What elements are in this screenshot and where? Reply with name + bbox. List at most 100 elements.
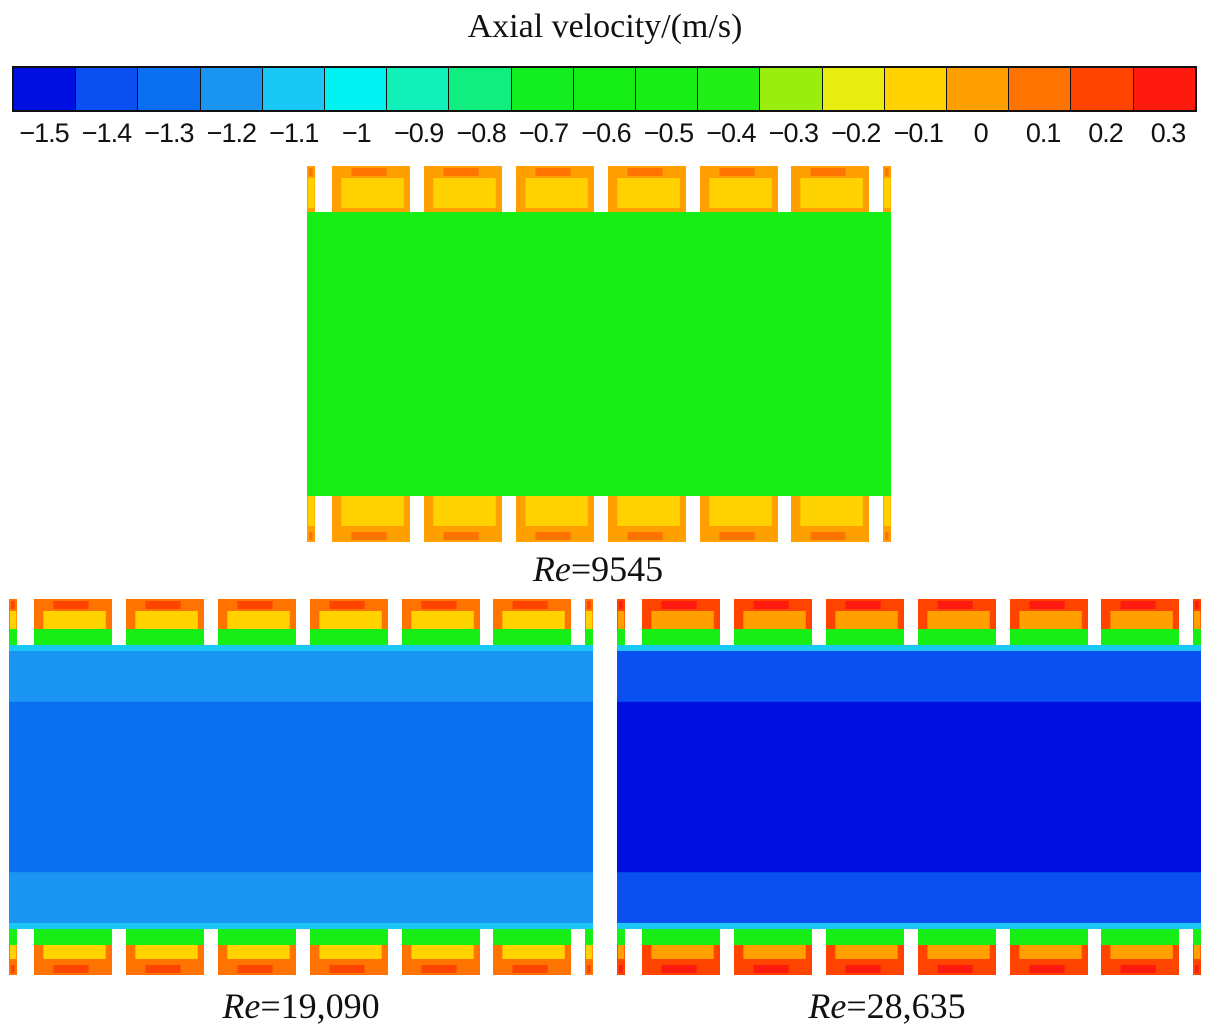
cavity-core (237, 601, 273, 609)
cavity-core (719, 168, 755, 176)
cavity-core (845, 601, 881, 609)
colorbar-swatch (760, 68, 823, 110)
cavity (218, 599, 296, 645)
cavity-core (329, 601, 365, 609)
cavity (424, 496, 502, 542)
cavity-layer (525, 178, 588, 208)
cavity (734, 599, 812, 645)
colorbar-tick-label: −1.4 (81, 118, 132, 148)
cavity-shear-layer (310, 629, 388, 645)
cavity-layer (307, 178, 315, 208)
colorbar-tick-label: 0 (973, 118, 989, 148)
cavity-shear-layer (734, 629, 812, 645)
cavity (424, 166, 502, 212)
cavity (493, 599, 571, 645)
cavity-shear-layer (585, 629, 593, 645)
colorbar-tick-label: −1 (341, 118, 372, 148)
cavity (1010, 599, 1088, 645)
cavity-layer (1193, 611, 1201, 641)
cavity-core (351, 532, 387, 540)
colorbar-tick-label: −0.5 (643, 118, 694, 148)
colorbar-tick-label: −0.3 (768, 118, 819, 148)
cavity (9, 929, 17, 975)
cavity-core (309, 532, 313, 540)
re-symbol: Re (808, 986, 847, 1026)
cavity (1101, 929, 1179, 975)
cavity-core (1120, 965, 1156, 973)
cavity (126, 929, 204, 975)
cavity-shear-layer (402, 629, 480, 645)
cavity-core (627, 532, 663, 540)
cavity-shear-layer (493, 929, 571, 945)
colorbar-tick-label: −0.8 (456, 118, 506, 148)
cavity-core (11, 601, 15, 609)
cavity-core (443, 168, 479, 176)
colorbar-tick-label: −1.3 (144, 118, 194, 148)
cavity-shear-layer (310, 929, 388, 945)
cavity-core (619, 601, 623, 609)
cavity-layer (433, 178, 496, 208)
re-value: =28,635 (846, 986, 966, 1026)
cavity (918, 599, 996, 645)
cavity-layer (307, 496, 315, 526)
cavity-core (753, 965, 789, 973)
colorbar-tick-label: −0.7 (518, 118, 569, 148)
re-symbol: Re (532, 549, 571, 589)
colorbar-tick-label: 0.1 (1025, 118, 1062, 148)
channel-band-top (617, 645, 1201, 702)
cavity-shear-layer (734, 929, 812, 945)
cavity-core (661, 601, 697, 609)
cavity (826, 599, 904, 645)
cavity-shear-layer (218, 629, 296, 645)
cavity-shear-layer (617, 629, 625, 645)
panel-label-re-9545: Re=9545 (533, 548, 663, 590)
colorbar-swatch (325, 68, 388, 110)
channel-edge-top (9, 645, 593, 651)
cavity (34, 599, 112, 645)
channel-band-top (9, 645, 593, 702)
cavity (218, 929, 296, 975)
cavity (918, 929, 996, 975)
cavity (883, 166, 891, 212)
colorbar-swatch (947, 68, 1010, 110)
cavity-core (512, 601, 548, 609)
cavity-core (535, 532, 571, 540)
cavity-shear-layer (34, 629, 112, 645)
colorbar-tick-label: −0.6 (581, 118, 631, 148)
cavity-core (1195, 965, 1199, 973)
cavity-core (1120, 601, 1156, 609)
re-symbol: Re (222, 986, 261, 1026)
cavity-shear-layer (1193, 629, 1201, 645)
cavity-core (937, 601, 973, 609)
cavity-shear-layer (617, 929, 625, 945)
colorbar-swatch (573, 68, 637, 110)
cavity-layer (525, 496, 588, 526)
cavity-core (627, 168, 663, 176)
contour-panel-re-19090 (9, 599, 593, 975)
cavity-shear-layer (918, 929, 996, 945)
cavity-shear-layer (218, 929, 296, 945)
cavity-core (237, 965, 273, 973)
cavity (617, 929, 625, 975)
cavity-core (1195, 601, 1199, 609)
cavity-layer (433, 496, 496, 526)
colorbar-ticks: −1.5 −1.4 −1.3 −1.2 −1.1 −1 −0.9 −0.8 −0.7 −0.6 −0… (0, 118, 1210, 158)
cavity-core (443, 532, 479, 540)
cavity (826, 929, 904, 975)
panel-label-re-28635: Re=28,635 (808, 985, 965, 1027)
cavity (493, 929, 571, 975)
contour-plot (617, 599, 1201, 975)
cavity-core (619, 965, 623, 973)
channel-band-bottom (617, 872, 1201, 929)
colorbar-swatch (1133, 68, 1195, 110)
colorbar-swatch (698, 68, 761, 110)
channel-core (307, 212, 891, 496)
cavity-layer (617, 178, 680, 208)
cavity-core (587, 965, 591, 973)
colorbar-tick-label: 0.2 (1088, 118, 1124, 148)
cavity-core (351, 168, 387, 176)
cavity (332, 166, 410, 212)
cavity-shear-layer (9, 929, 17, 945)
cavity-core (810, 168, 846, 176)
cavity-core (145, 601, 181, 609)
